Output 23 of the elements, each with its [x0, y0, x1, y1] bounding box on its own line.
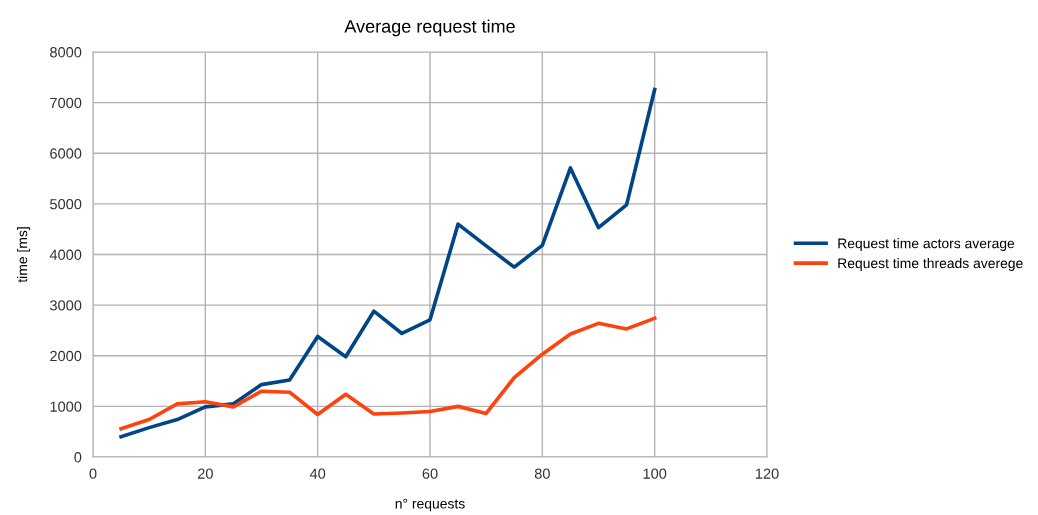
- y-axis-title: time [ms]: [17, 227, 31, 283]
- x-tick-label: 20: [197, 468, 213, 479]
- x-axis-title: n° requests: [395, 498, 465, 512]
- legend-label: Request time threads averege: [838, 257, 1023, 271]
- y-tick-label: 4000: [49, 249, 82, 260]
- y-tick-label: 7000: [50, 97, 82, 109]
- line-series: [119, 87, 657, 439]
- y-tick-label: 1000: [50, 401, 82, 412]
- x-tick-label: 120: [755, 468, 779, 479]
- y-tick-label: 5000: [50, 198, 82, 210]
- legend-label: Request time actors average: [838, 238, 1015, 252]
- y-tick-label: 2000: [50, 350, 82, 362]
- y-tick-label: 6000: [50, 148, 82, 159]
- x-tick-label: 0: [89, 468, 97, 479]
- x-tick-label: 100: [643, 468, 667, 479]
- line-series: [119, 316, 657, 431]
- x-tick-label: 40: [309, 468, 326, 479]
- y-tick-label: 8000: [50, 47, 82, 58]
- chart-title: Average request time: [344, 19, 515, 37]
- x-tick-label: 60: [422, 468, 438, 479]
- y-tick-label: 3000: [50, 300, 82, 311]
- x-tick-label: 80: [534, 468, 550, 479]
- y-tick-label: 0: [74, 452, 82, 463]
